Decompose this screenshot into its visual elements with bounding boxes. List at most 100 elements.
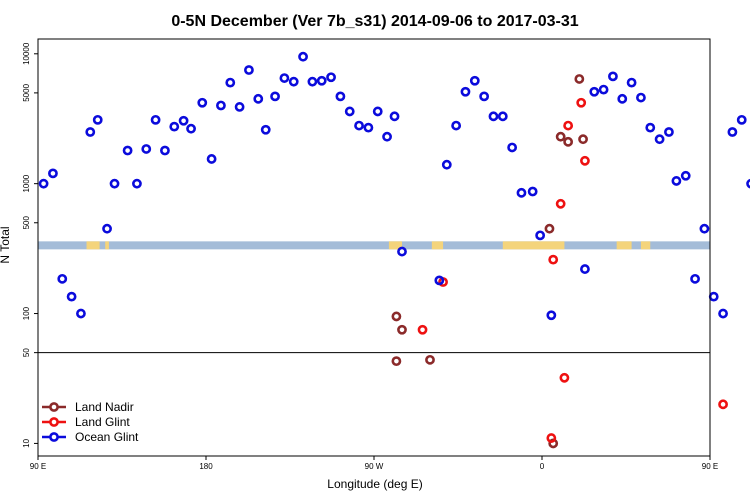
y-tick: 50 [22, 348, 38, 357]
point-ocean-glint [48, 168, 58, 179]
point-ocean-glint [335, 91, 346, 102]
point-ocean-glint [699, 223, 710, 234]
y-tick: 100 [22, 306, 38, 320]
legend-marker [49, 432, 59, 442]
legend-marker [49, 417, 59, 427]
y-axis-label: N Total [0, 226, 12, 263]
point-ocean-glint [298, 51, 308, 62]
point-ocean-glint [680, 170, 691, 181]
x-tick: 0 [540, 456, 545, 471]
point-ocean-glint [132, 178, 142, 189]
point-ocean-glint [746, 178, 750, 189]
land-segment-4 [502, 241, 565, 250]
point-ocean-glint [469, 75, 480, 86]
point-ocean-glint [92, 114, 103, 125]
y-tick-label: 500 [22, 216, 31, 230]
x-tick-label: 90 E [702, 462, 718, 471]
point-ocean-glint [307, 76, 318, 87]
y-tick-label: 10000 [22, 42, 31, 65]
point-ocean-glint [434, 275, 445, 286]
point-land-glint [555, 198, 566, 209]
point-ocean-glint [654, 134, 665, 145]
point-ocean-glint [316, 75, 327, 86]
map-strip [38, 241, 710, 250]
point-ocean-glint [671, 176, 682, 186]
x-tick: 90 W [365, 456, 384, 471]
point-ocean-glint [441, 159, 452, 170]
point-land-glint [576, 97, 587, 108]
point-ocean-glint [206, 154, 217, 164]
y-tick: 10 [22, 438, 38, 448]
point-ocean-glint [253, 93, 264, 104]
point-ocean-glint [507, 142, 518, 153]
point-ocean-glint [76, 308, 86, 319]
point-ocean-glint [85, 127, 96, 137]
land-segment-3 [431, 241, 444, 250]
point-ocean-glint [736, 114, 747, 125]
point-ocean-glint [516, 187, 527, 198]
series-ocean-glint [38, 51, 750, 321]
point-land-nadir [578, 134, 588, 145]
ocean-strip [38, 241, 710, 250]
x-tick: 180 [199, 456, 213, 471]
point-ocean-glint [216, 100, 226, 111]
point-ocean-glint [718, 308, 728, 319]
y-tick-label: 1000 [22, 174, 31, 192]
x-tick: 90 E [30, 456, 46, 471]
point-ocean-glint [690, 273, 700, 284]
point-land-glint [548, 254, 559, 265]
point-ocean-glint [122, 145, 133, 156]
point-ocean-glint [527, 186, 538, 197]
x-axis: 90 E 180 90 W 0 90 E [30, 456, 718, 471]
point-land-nadir [555, 131, 566, 142]
point-land-nadir [563, 136, 574, 147]
point-ocean-glint [270, 91, 280, 102]
point-land-glint [580, 155, 590, 166]
point-land-glint [417, 324, 428, 335]
point-ocean-glint [279, 73, 290, 83]
point-ocean-glint [244, 65, 254, 75]
point-land-nadir [425, 354, 435, 365]
point-ocean-glint [488, 111, 499, 122]
point-ocean-glint [363, 122, 374, 133]
series-land-nadir [391, 74, 588, 449]
point-land-nadir [391, 356, 402, 367]
point-land-nadir [397, 324, 407, 335]
point-land-glint [718, 399, 728, 410]
land-segment-0 [86, 241, 100, 250]
chart-title: 0-5N December (Ver 7b_s31) 2014-09-06 to… [171, 13, 578, 30]
x-axis-label: Longitude (deg E) [327, 477, 422, 491]
point-ocean-glint [141, 144, 152, 154]
point-ocean-glint [372, 106, 383, 117]
point-ocean-glint [169, 121, 180, 132]
point-ocean-glint [326, 72, 336, 83]
point-land-nadir [544, 223, 555, 234]
point-ocean-glint [260, 124, 271, 135]
point-ocean-glint [38, 178, 49, 189]
point-ocean-glint [617, 93, 628, 104]
point-ocean-glint [160, 145, 170, 156]
point-land-glint [546, 433, 557, 443]
point-ocean-glint [460, 86, 471, 97]
y-tick: 10000 [22, 42, 38, 65]
point-ocean-glint [608, 71, 618, 82]
point-ocean-glint [109, 178, 120, 189]
legend-label: Land Nadir [75, 400, 134, 414]
land-segment-2 [388, 241, 402, 250]
point-ocean-glint [479, 91, 490, 102]
point-ocean-glint [150, 114, 161, 125]
point-ocean-glint [186, 123, 196, 134]
point-land-nadir [391, 311, 402, 322]
y-tick: 1000 [22, 174, 38, 193]
point-ocean-glint [451, 120, 462, 131]
point-ocean-glint [626, 77, 637, 88]
x-tick-label: 180 [199, 462, 213, 471]
point-ocean-glint [397, 246, 407, 257]
legend-item-land-glint: Land Glint [42, 415, 130, 429]
land-segment-6 [640, 241, 651, 250]
point-ocean-glint [708, 291, 719, 302]
legend-item-land-nadir: Land Nadir [42, 400, 134, 414]
point-ocean-glint [636, 92, 646, 103]
